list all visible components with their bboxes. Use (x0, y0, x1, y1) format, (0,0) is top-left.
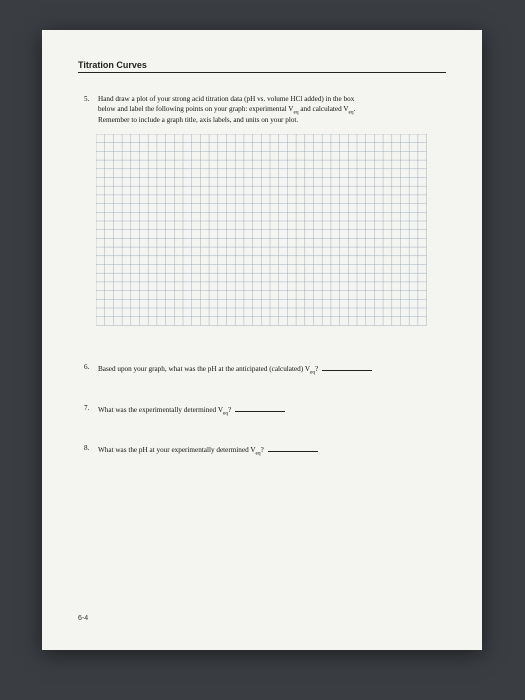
question-5-number: 5. (84, 95, 89, 105)
question-6: 6. Based upon your graph, what was the p… (98, 363, 446, 375)
question-5-line2b: and calculated V (299, 105, 349, 113)
question-8: 8. What was the pH at your experimentall… (98, 444, 446, 456)
question-5-line1: Hand draw a plot of your strong acid tit… (98, 95, 354, 103)
question-6-number: 6. (84, 363, 89, 371)
question-5-line2a: below and label the following points on … (98, 105, 293, 113)
question-5-line2c: . (354, 105, 356, 113)
question-7-text-a: What was the experimentally determined V (98, 406, 223, 414)
page-footer: 6-4 (78, 615, 88, 622)
question-8-text-b: ? (261, 446, 264, 454)
question-8-blank (268, 444, 318, 452)
header-rule (78, 72, 446, 73)
question-5-line3: Remember to include a graph title, axis … (98, 116, 298, 124)
question-8-number: 8. (84, 444, 89, 452)
graph-grid (96, 134, 427, 325)
question-6-text-a: Based upon your graph, what was the pH a… (98, 365, 310, 373)
question-8-text-a: What was the pH at your experimentally d… (98, 446, 256, 454)
page-header-title: Titration Curves (78, 60, 446, 70)
question-6-blank (322, 363, 372, 371)
question-6-text-b: ? (315, 365, 318, 373)
question-7-number: 7. (84, 404, 89, 412)
question-5: 5. Hand draw a plot of your strong acid … (98, 95, 446, 126)
question-7: 7. What was the experimentally determine… (98, 404, 446, 416)
question-7-text-b: ? (228, 406, 231, 414)
worksheet-page: Titration Curves 5. Hand draw a plot of … (42, 30, 482, 650)
question-7-blank (235, 404, 285, 412)
graph-grid-box (96, 134, 426, 329)
